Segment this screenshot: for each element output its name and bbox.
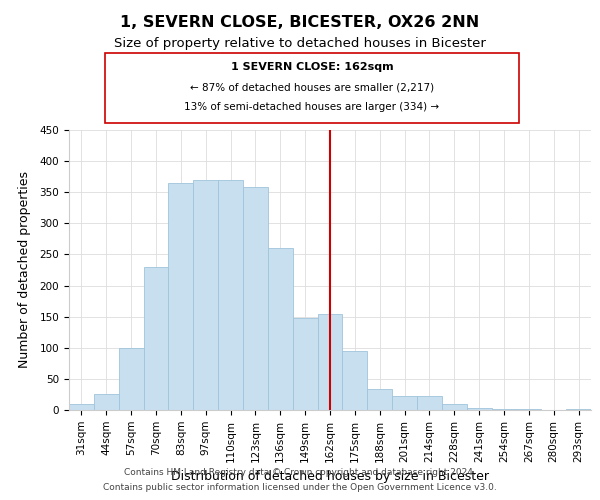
Text: Contains HM Land Registry data © Crown copyright and database right 2024.: Contains HM Land Registry data © Crown c… [124, 468, 476, 477]
Text: ← 87% of detached houses are smaller (2,217): ← 87% of detached houses are smaller (2,… [190, 82, 434, 92]
Bar [442, 404, 467, 410]
Bar [119, 348, 143, 410]
Bar [69, 404, 94, 410]
Bar [218, 180, 243, 410]
Bar [169, 183, 193, 410]
Bar [417, 396, 442, 410]
Bar [343, 351, 367, 410]
Bar [467, 408, 491, 410]
Text: 1, SEVERN CLOSE, BICESTER, OX26 2NN: 1, SEVERN CLOSE, BICESTER, OX26 2NN [121, 15, 479, 30]
Bar [293, 318, 317, 410]
Bar [94, 394, 119, 410]
Bar [243, 187, 268, 410]
X-axis label: Distribution of detached houses by size in Bicester: Distribution of detached houses by size … [171, 470, 489, 483]
Bar [193, 180, 218, 410]
Y-axis label: Number of detached properties: Number of detached properties [18, 172, 31, 368]
Text: 13% of semi-detached houses are larger (334) →: 13% of semi-detached houses are larger (… [184, 102, 440, 112]
Bar [392, 396, 417, 410]
Bar [367, 389, 392, 410]
Text: 1 SEVERN CLOSE: 162sqm: 1 SEVERN CLOSE: 162sqm [230, 62, 394, 72]
Bar [317, 314, 343, 410]
Bar [268, 248, 293, 410]
Text: Size of property relative to detached houses in Bicester: Size of property relative to detached ho… [114, 38, 486, 51]
Bar [143, 267, 169, 410]
Text: Contains public sector information licensed under the Open Government Licence v3: Contains public sector information licen… [103, 483, 497, 492]
